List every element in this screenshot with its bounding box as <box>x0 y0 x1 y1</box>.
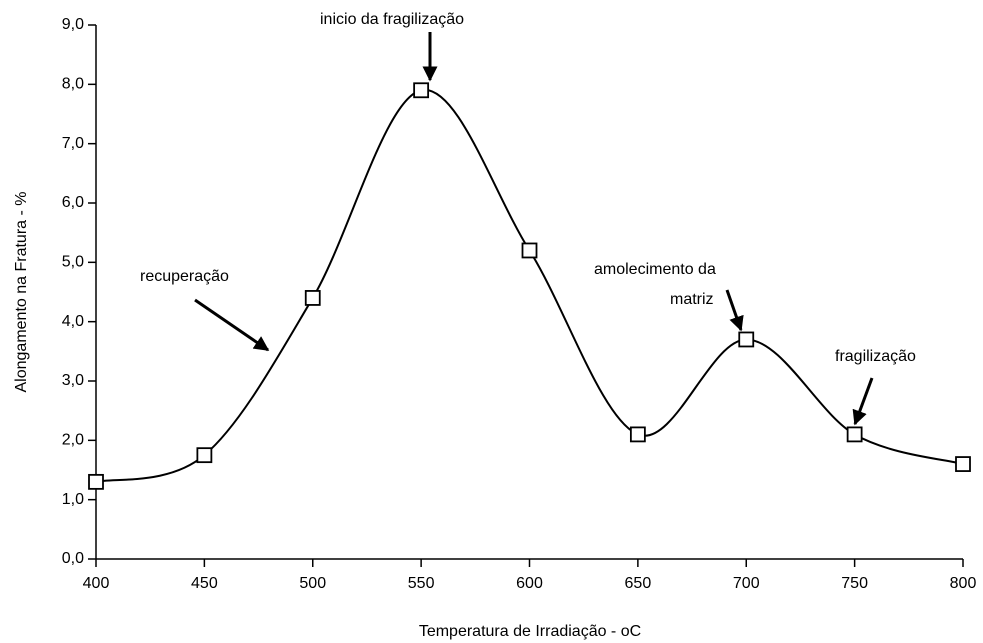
x-tick-label: 550 <box>408 575 435 592</box>
y-tick-label: 6,0 <box>62 194 84 211</box>
arrow <box>852 377 874 426</box>
annotation: fragilização <box>835 348 916 365</box>
y-tick-label: 5,0 <box>62 254 84 271</box>
annotation: inicio da fragilização <box>320 11 464 28</box>
marker <box>629 426 646 443</box>
marker <box>304 290 321 306</box>
x-tick-label: 450 <box>191 575 218 592</box>
y-tick-label: 1,0 <box>62 491 84 508</box>
arrow <box>194 298 270 352</box>
marker <box>846 426 863 443</box>
y-tick-label: 3,0 <box>62 372 84 389</box>
x-axis-label: Temperatura de Irradiação - oC <box>419 623 641 640</box>
y-tick-label: 8,0 <box>62 76 84 93</box>
marker <box>413 82 430 99</box>
y-tick-label: 0,0 <box>62 550 84 567</box>
annotation: recuperação <box>140 268 229 285</box>
x-tick-label: 600 <box>516 575 543 592</box>
marker <box>955 456 971 472</box>
marker <box>88 473 104 490</box>
x-tick-label: 800 <box>950 575 977 592</box>
marker <box>738 331 755 348</box>
y-tick-label: 9,0 <box>62 16 84 33</box>
x-tick-label: 700 <box>733 575 760 592</box>
x-tick-label: 750 <box>841 575 868 592</box>
data-line <box>95 89 964 483</box>
y-tick-label: 7,0 <box>62 135 84 152</box>
x-tick-label: 500 <box>299 575 326 592</box>
annotation: amolecimento da <box>594 261 716 278</box>
annotation: matriz <box>670 291 714 308</box>
x-tick-label: 400 <box>83 575 110 592</box>
x-tick-label: 650 <box>625 575 652 592</box>
marker <box>196 447 213 464</box>
y-tick-label: 2,0 <box>62 432 84 449</box>
y-tick-label: 4,0 <box>62 313 84 330</box>
marker <box>521 242 538 259</box>
arrow <box>725 289 744 332</box>
y-axis-label: Alongamento na Fratura - % <box>13 192 30 393</box>
